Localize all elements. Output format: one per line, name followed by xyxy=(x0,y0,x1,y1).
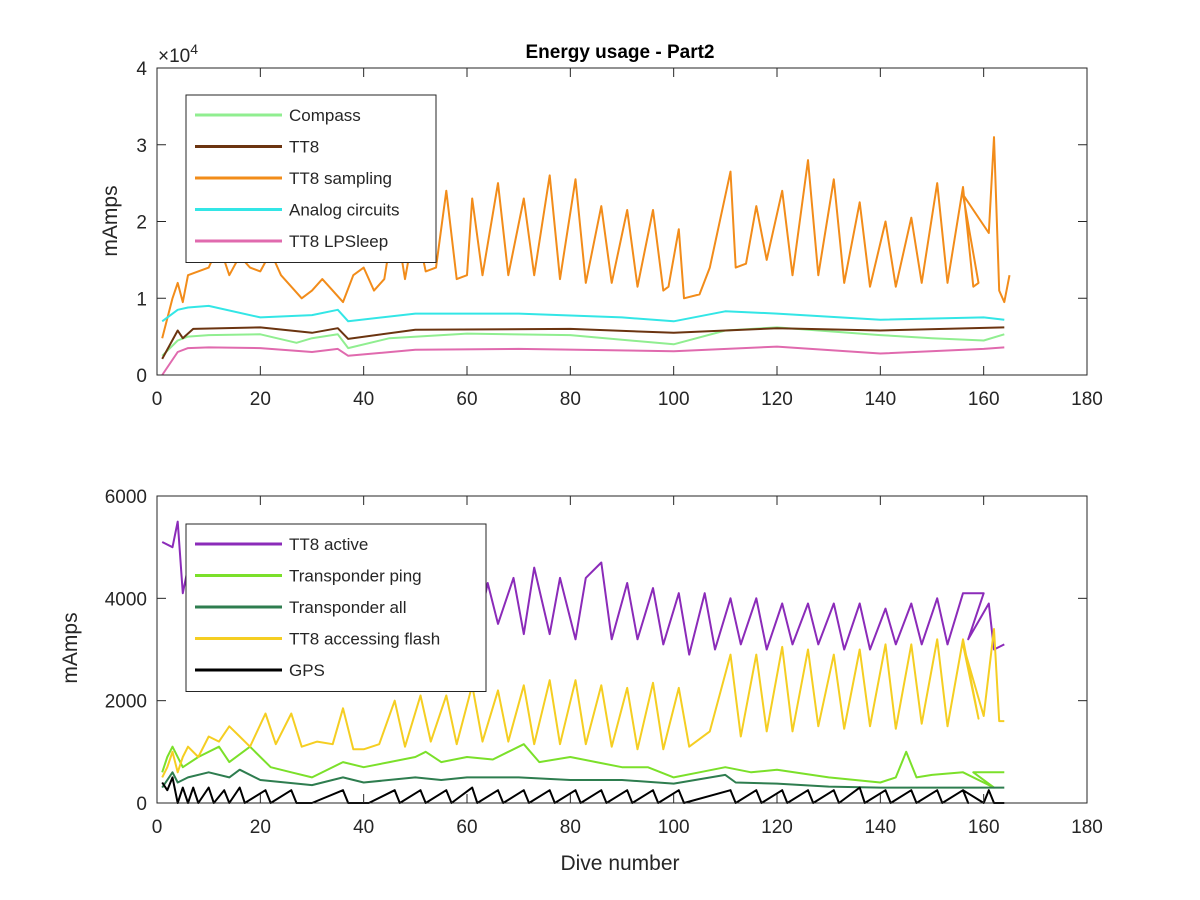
y-tick-label: 6000 xyxy=(105,487,147,508)
chart-title: Energy usage - Part2 xyxy=(525,42,714,63)
series-line-tt8-sampling xyxy=(161,136,1011,339)
legend-entry: Compass xyxy=(289,106,361,125)
legend-entry: TT8 xyxy=(289,138,319,157)
x-tick-label: 60 xyxy=(456,817,477,838)
y-tick-label: 2000 xyxy=(105,692,147,713)
x-tick-label: 160 xyxy=(968,817,1000,838)
y-tick-label: 0 xyxy=(136,794,147,815)
series-line-compass xyxy=(161,326,1005,357)
series-line-transponder-ping xyxy=(161,743,1005,789)
y-tick-label: 3 xyxy=(136,136,147,157)
series-line-tt8-lpsleep xyxy=(161,345,1005,376)
bottom-x-axis-label: Dive number xyxy=(560,852,679,875)
x-tick-label: 60 xyxy=(456,389,477,410)
legend-entry: GPS xyxy=(289,661,325,680)
series-line-transponder-all xyxy=(161,768,1005,789)
x-tick-label: 140 xyxy=(864,389,896,410)
x-tick-label: 120 xyxy=(761,389,793,410)
legend-entry: Transponder all xyxy=(289,598,407,617)
top-legend: Compass TT8 TT8 sampling Analog circuits TT8… xyxy=(185,94,437,263)
x-tick-label: 160 xyxy=(968,389,1000,410)
legend-box xyxy=(185,523,487,692)
legend-entry: TT8 LPSleep xyxy=(289,232,388,251)
legend-entry: TT8 accessing flash xyxy=(289,630,440,649)
top-plot-area: 0 20 40 60 80 100 120 140 160 180 0 1 2 3 4 xyxy=(136,59,1102,410)
series-line-analog-circuits xyxy=(161,304,1005,323)
bottom-y-axis-label: mAmps xyxy=(59,612,82,683)
y-exponent-label: ×104 xyxy=(158,41,198,67)
x-tick-label: 100 xyxy=(658,389,690,410)
x-tick-label: 180 xyxy=(1071,389,1103,410)
top-energy-plot: Energy usage - Part2 ×104 mAmps 0 20 40 60 8… xyxy=(99,41,1103,410)
legend-entry: TT8 sampling xyxy=(289,169,392,188)
x-tick-label: 20 xyxy=(250,817,271,838)
x-tick-label: 0 xyxy=(152,389,163,410)
x-tick-label: 120 xyxy=(761,817,793,838)
series-line-tt8-accessing-flash xyxy=(161,628,1005,778)
x-tick-label: 100 xyxy=(658,817,690,838)
bottom-energy-plot: mAmps Dive number 0 20 40 60 80 100 120 140 160 1… xyxy=(59,487,1103,875)
y-tick-label: 4000 xyxy=(105,589,147,610)
bottom-plot-area: 0 20 40 60 80 100 120 140 160 180 0 2000 4000 6000 xyxy=(105,487,1103,838)
x-tick-label: 140 xyxy=(864,817,896,838)
y-exponent-power: 4 xyxy=(190,41,198,57)
y-tick-label: 2 xyxy=(136,213,147,234)
top-y-axis-label: mAmps xyxy=(99,185,122,256)
y-tick-label: 4 xyxy=(136,59,147,80)
x-tick-label: 180 xyxy=(1071,817,1103,838)
legend-entry: Transponder ping xyxy=(289,567,422,586)
y-tick-label: 1 xyxy=(136,289,147,310)
legend-entry: TT8 active xyxy=(289,535,368,554)
x-tick-label: 20 xyxy=(250,389,271,410)
x-tick-label: 0 xyxy=(152,817,163,838)
series-line-tt8 xyxy=(161,326,1005,360)
x-tick-label: 40 xyxy=(353,389,374,410)
x-tick-label: 40 xyxy=(353,817,374,838)
x-tick-label: 80 xyxy=(560,389,581,410)
x-tick-label: 80 xyxy=(560,817,581,838)
bottom-legend: TT8 active Transponder ping Transponder al… xyxy=(185,523,487,692)
legend-entry: Analog circuits xyxy=(289,201,400,220)
axes-box xyxy=(156,495,1088,804)
y-exponent-base: ×10 xyxy=(158,46,190,67)
y-tick-label: 0 xyxy=(136,366,147,387)
